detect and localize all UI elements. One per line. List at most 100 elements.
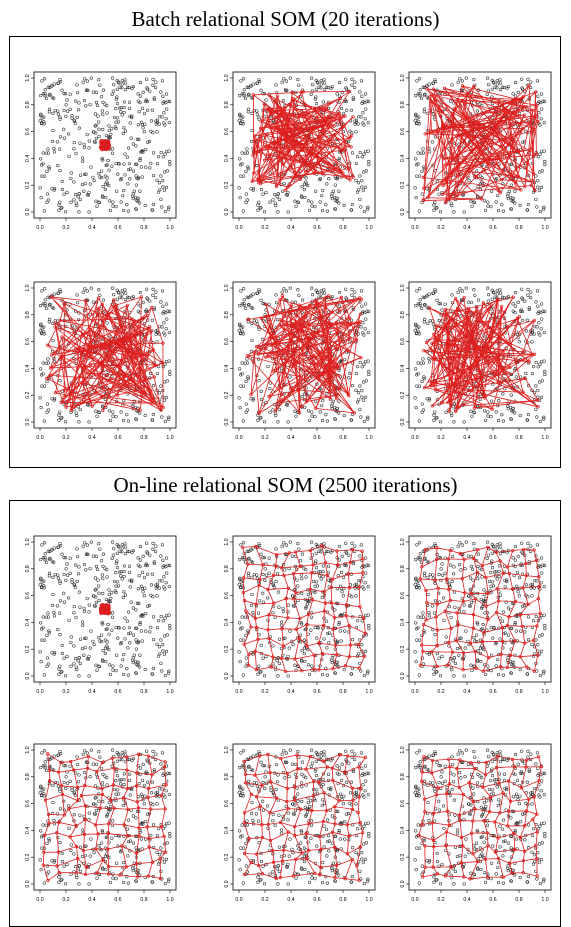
data-point	[438, 301, 442, 306]
prototype-node	[121, 373, 125, 377]
grid-edge	[126, 305, 136, 391]
prototype-node	[483, 396, 487, 400]
data-point	[141, 614, 145, 618]
grid-edge	[432, 366, 511, 384]
data-point	[359, 79, 364, 83]
prototype-node	[342, 147, 346, 152]
grid-edge	[289, 311, 334, 379]
prototype-node	[277, 181, 281, 185]
grid-edge	[269, 154, 277, 172]
data-point	[416, 92, 421, 96]
prototype-node	[452, 122, 456, 126]
data-point	[156, 154, 161, 159]
data-point	[100, 158, 105, 162]
prototype-node	[304, 400, 309, 404]
data-point	[162, 398, 167, 402]
data-point	[452, 420, 456, 424]
prototype-node	[296, 387, 300, 392]
prototype-node	[300, 329, 305, 333]
prototype-node	[280, 129, 284, 133]
y-tick-label: 0.4	[25, 155, 31, 162]
prototype-node	[275, 94, 280, 98]
data-point	[109, 132, 113, 137]
data-point	[511, 302, 515, 306]
data-point	[85, 132, 89, 137]
prototype-node	[133, 353, 137, 357]
grid-edge	[294, 120, 325, 147]
data-point	[367, 369, 371, 374]
prototype-node	[469, 330, 473, 334]
data-point	[330, 192, 334, 196]
data-point	[138, 158, 142, 162]
data-point	[517, 340, 521, 344]
grid-edge	[250, 352, 255, 395]
data-point	[159, 614, 163, 619]
grid-edge	[64, 374, 124, 398]
prototype-node	[497, 100, 501, 105]
grid-edge	[275, 324, 351, 412]
prototype-node	[533, 189, 537, 193]
y-tick-label: 0.4	[25, 619, 31, 626]
data-point	[44, 96, 49, 101]
data-point	[38, 186, 42, 190]
data-point	[433, 410, 437, 414]
grid-edge	[260, 98, 341, 129]
grid-edge	[457, 308, 504, 371]
data-point	[64, 567, 68, 571]
y-tick-label: 1.0	[25, 74, 31, 81]
data-point	[443, 302, 447, 306]
data-point	[98, 83, 102, 87]
data-point	[241, 325, 245, 329]
data-point	[238, 112, 242, 116]
prototype-node	[252, 350, 256, 355]
grid-edge	[330, 352, 339, 369]
prototype-node	[336, 366, 340, 370]
data-point	[355, 400, 360, 404]
data-point	[246, 295, 251, 300]
data-point	[151, 595, 155, 599]
data-point	[68, 107, 72, 111]
data-point	[437, 302, 441, 306]
data-point	[259, 416, 263, 420]
grid-edge	[456, 400, 538, 407]
grid-edge	[498, 359, 516, 391]
data-point	[251, 396, 256, 401]
data-point	[117, 162, 121, 166]
grid-edge	[293, 99, 338, 117]
data-point	[120, 82, 124, 86]
prototype-node	[300, 405, 304, 409]
data-point	[114, 590, 118, 595]
grid-edge	[279, 321, 361, 403]
prototype-node	[323, 296, 327, 300]
data-point	[358, 174, 362, 178]
prototype-node	[347, 89, 352, 94]
y-tick-label: 0.8	[25, 311, 31, 318]
data-point	[78, 197, 83, 202]
data-point	[64, 103, 68, 107]
prototype-node	[521, 350, 525, 354]
data-point	[151, 615, 156, 619]
data-point	[250, 111, 254, 116]
prototype-node	[447, 385, 452, 389]
prototype-node	[533, 128, 537, 132]
grid-edge	[429, 96, 447, 129]
prototype-node	[304, 314, 308, 319]
prototype-node	[447, 409, 451, 413]
data-point	[163, 123, 167, 127]
prototype-node	[96, 296, 101, 300]
data-point	[432, 208, 436, 212]
data-point	[123, 129, 128, 133]
data-point	[143, 667, 147, 672]
data-point	[51, 603, 55, 608]
data-point	[66, 596, 71, 600]
grid-edge	[449, 308, 459, 402]
grid-edge	[452, 138, 476, 177]
data-point	[255, 164, 259, 168]
data-point	[159, 554, 163, 558]
data-point	[146, 572, 150, 576]
prototype-node	[477, 121, 481, 126]
data-point	[243, 96, 248, 101]
data-point	[420, 169, 424, 174]
data-point	[543, 369, 547, 374]
data-point	[349, 208, 353, 212]
